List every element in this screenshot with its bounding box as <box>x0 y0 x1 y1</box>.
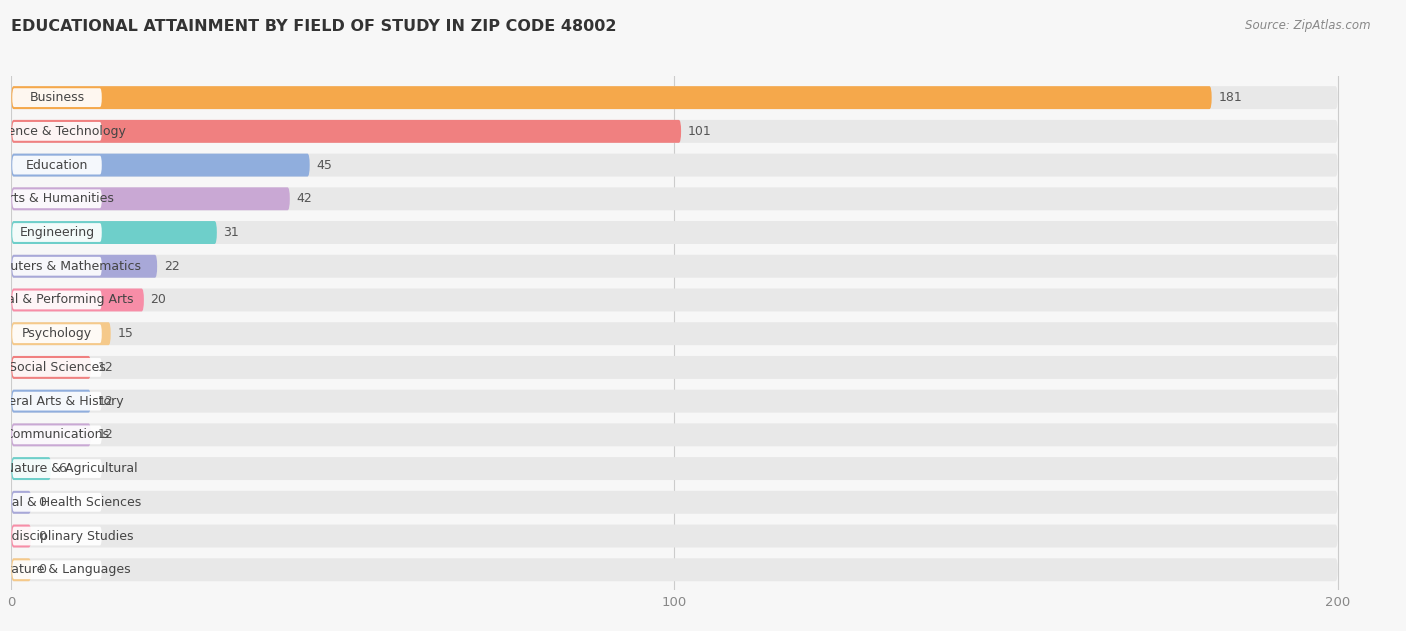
FancyBboxPatch shape <box>11 288 143 312</box>
FancyBboxPatch shape <box>11 558 1337 581</box>
FancyBboxPatch shape <box>11 120 681 143</box>
FancyBboxPatch shape <box>11 524 31 548</box>
Text: 0: 0 <box>38 563 46 576</box>
FancyBboxPatch shape <box>11 86 1212 109</box>
Text: Computers & Mathematics: Computers & Mathematics <box>0 260 141 273</box>
FancyBboxPatch shape <box>11 390 91 413</box>
FancyBboxPatch shape <box>11 390 1337 413</box>
FancyBboxPatch shape <box>11 457 1337 480</box>
FancyBboxPatch shape <box>13 560 101 579</box>
Text: 20: 20 <box>150 293 166 307</box>
Text: 31: 31 <box>224 226 239 239</box>
FancyBboxPatch shape <box>11 356 91 379</box>
FancyBboxPatch shape <box>11 457 51 480</box>
FancyBboxPatch shape <box>13 257 101 276</box>
FancyBboxPatch shape <box>11 491 31 514</box>
FancyBboxPatch shape <box>13 493 101 512</box>
FancyBboxPatch shape <box>11 423 91 446</box>
FancyBboxPatch shape <box>11 255 1337 278</box>
Text: Visual & Performing Arts: Visual & Performing Arts <box>0 293 134 307</box>
Text: 12: 12 <box>97 361 114 374</box>
FancyBboxPatch shape <box>13 290 101 309</box>
Text: 181: 181 <box>1219 91 1241 104</box>
FancyBboxPatch shape <box>13 459 101 478</box>
FancyBboxPatch shape <box>13 122 101 141</box>
FancyBboxPatch shape <box>13 392 101 411</box>
Text: Source: ZipAtlas.com: Source: ZipAtlas.com <box>1246 19 1371 32</box>
FancyBboxPatch shape <box>13 358 101 377</box>
FancyBboxPatch shape <box>11 322 1337 345</box>
FancyBboxPatch shape <box>11 255 157 278</box>
FancyBboxPatch shape <box>11 491 1337 514</box>
FancyBboxPatch shape <box>11 153 1337 177</box>
Text: Arts & Humanities: Arts & Humanities <box>0 192 114 205</box>
FancyBboxPatch shape <box>11 187 1337 210</box>
Text: Physical & Health Sciences: Physical & Health Sciences <box>0 496 142 509</box>
Text: Engineering: Engineering <box>20 226 94 239</box>
FancyBboxPatch shape <box>13 425 101 444</box>
Text: 45: 45 <box>316 158 332 172</box>
FancyBboxPatch shape <box>13 324 101 343</box>
Text: 0: 0 <box>38 529 46 543</box>
FancyBboxPatch shape <box>11 558 31 581</box>
Text: Literature & Languages: Literature & Languages <box>0 563 131 576</box>
FancyBboxPatch shape <box>11 221 217 244</box>
Text: 101: 101 <box>688 125 711 138</box>
Text: 42: 42 <box>297 192 312 205</box>
Text: Science & Technology: Science & Technology <box>0 125 125 138</box>
Text: 0: 0 <box>38 496 46 509</box>
Text: 15: 15 <box>117 327 134 340</box>
Text: Bio, Nature & Agricultural: Bio, Nature & Agricultural <box>0 462 138 475</box>
Text: 12: 12 <box>97 394 114 408</box>
Text: Multidisciplinary Studies: Multidisciplinary Studies <box>0 529 134 543</box>
FancyBboxPatch shape <box>11 221 1337 244</box>
FancyBboxPatch shape <box>11 423 1337 446</box>
Text: 12: 12 <box>97 428 114 441</box>
Text: 22: 22 <box>163 260 180 273</box>
Text: Business: Business <box>30 91 84 104</box>
FancyBboxPatch shape <box>11 120 1337 143</box>
Text: Social Sciences: Social Sciences <box>8 361 105 374</box>
FancyBboxPatch shape <box>13 88 101 107</box>
FancyBboxPatch shape <box>13 189 101 208</box>
Text: 6: 6 <box>58 462 66 475</box>
FancyBboxPatch shape <box>11 187 290 210</box>
FancyBboxPatch shape <box>13 527 101 545</box>
Text: EDUCATIONAL ATTAINMENT BY FIELD OF STUDY IN ZIP CODE 48002: EDUCATIONAL ATTAINMENT BY FIELD OF STUDY… <box>11 19 617 34</box>
FancyBboxPatch shape <box>11 524 1337 548</box>
FancyBboxPatch shape <box>13 156 101 175</box>
FancyBboxPatch shape <box>13 223 101 242</box>
FancyBboxPatch shape <box>11 356 1337 379</box>
Text: Communications: Communications <box>4 428 110 441</box>
FancyBboxPatch shape <box>11 153 309 177</box>
FancyBboxPatch shape <box>11 86 1337 109</box>
FancyBboxPatch shape <box>11 288 1337 312</box>
Text: Education: Education <box>25 158 89 172</box>
FancyBboxPatch shape <box>11 322 111 345</box>
Text: Liberal Arts & History: Liberal Arts & History <box>0 394 124 408</box>
Text: Psychology: Psychology <box>22 327 91 340</box>
